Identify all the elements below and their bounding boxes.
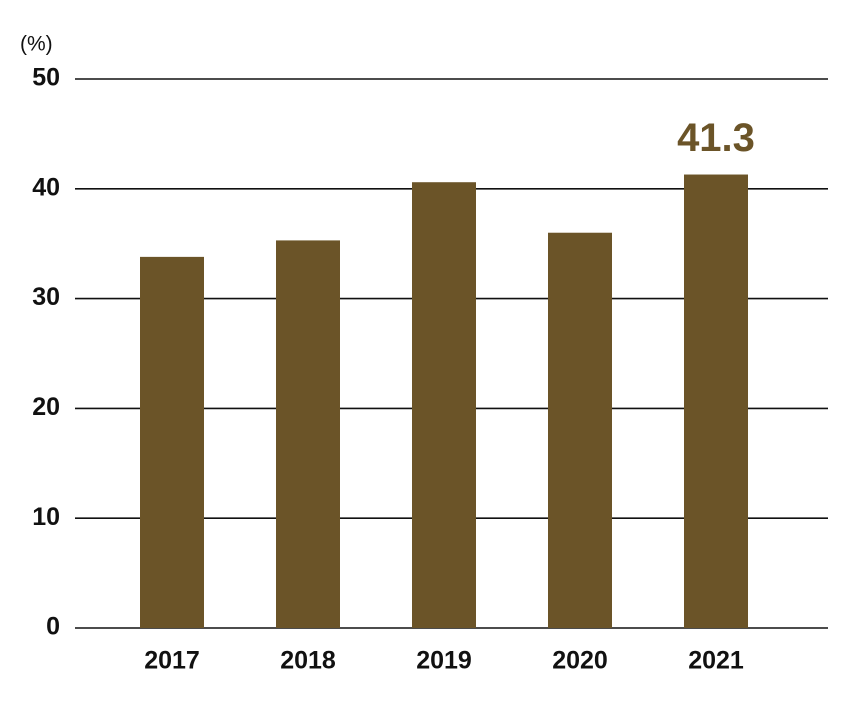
- x-tick-label: 2018: [280, 647, 336, 675]
- bar: [684, 174, 748, 628]
- x-tick-label: 2017: [144, 647, 200, 675]
- bar: [412, 182, 476, 628]
- y-tick-label: 30: [32, 283, 60, 311]
- y-tick-label: 40: [32, 173, 60, 201]
- bar: [548, 232, 612, 628]
- unit-label: (%): [20, 33, 53, 56]
- bar: [276, 240, 340, 628]
- y-tick-label: 20: [32, 393, 60, 421]
- y-tick-label: 50: [32, 64, 60, 92]
- bar: [140, 256, 204, 628]
- y-tick-label: 10: [32, 503, 60, 531]
- x-tick-label: 2021: [688, 647, 744, 675]
- x-tick-label: 2019: [416, 647, 472, 675]
- x-tick-label: 2020: [552, 647, 608, 675]
- value-label: 41.3: [677, 116, 755, 160]
- y-tick-label: 0: [46, 613, 60, 641]
